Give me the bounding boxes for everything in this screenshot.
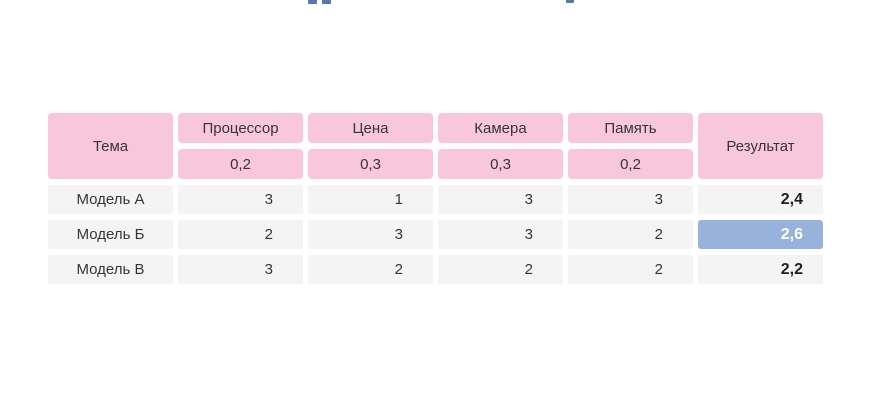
weighted-criteria-table-wrap: Тема Процессор Цена Камера Память Резуль… xyxy=(43,107,828,290)
score-cell: 3 xyxy=(438,185,563,214)
table-row: Модель А 3 1 3 3 2,4 xyxy=(48,185,823,214)
criterion-weight: 0,3 xyxy=(308,149,433,179)
result-cell: 2,4 xyxy=(698,185,823,214)
score-cell: 3 xyxy=(438,220,563,249)
weighted-criteria-table: Тема Процессор Цена Камера Память Резуль… xyxy=(43,107,828,290)
score-cell: 3 xyxy=(308,220,433,249)
column-header-result: Результат xyxy=(698,113,823,179)
row-label: Модель А xyxy=(48,185,173,214)
column-header-criterion: Камера xyxy=(438,113,563,143)
criterion-weight: 0,2 xyxy=(568,149,693,179)
table-row: Модель В 3 2 2 2 2,2 xyxy=(48,255,823,284)
score-cell: 3 xyxy=(178,185,303,214)
score-cell: 2 xyxy=(178,220,303,249)
result-cell: 2,2 xyxy=(698,255,823,284)
row-label: Модель Б xyxy=(48,220,173,249)
column-header-topic: Тема xyxy=(48,113,173,179)
score-cell: 2 xyxy=(568,220,693,249)
table-row: Модель Б 2 3 3 2 2,6 xyxy=(48,220,823,249)
criterion-weight: 0,2 xyxy=(178,149,303,179)
cropped-title-fragment xyxy=(322,0,331,4)
score-cell: 2 xyxy=(308,255,433,284)
score-cell: 3 xyxy=(568,185,693,214)
column-header-criterion: Цена xyxy=(308,113,433,143)
score-cell: 3 xyxy=(178,255,303,284)
score-cell: 1 xyxy=(308,185,433,214)
result-cell-highlighted: 2,6 xyxy=(698,220,823,249)
score-cell: 2 xyxy=(568,255,693,284)
cropped-title-fragment xyxy=(308,0,317,4)
score-cell: 2 xyxy=(438,255,563,284)
row-label: Модель В xyxy=(48,255,173,284)
cropped-title-fragment xyxy=(566,0,574,3)
criterion-weight: 0,3 xyxy=(438,149,563,179)
column-header-criterion: Память xyxy=(568,113,693,143)
column-header-criterion: Процессор xyxy=(178,113,303,143)
